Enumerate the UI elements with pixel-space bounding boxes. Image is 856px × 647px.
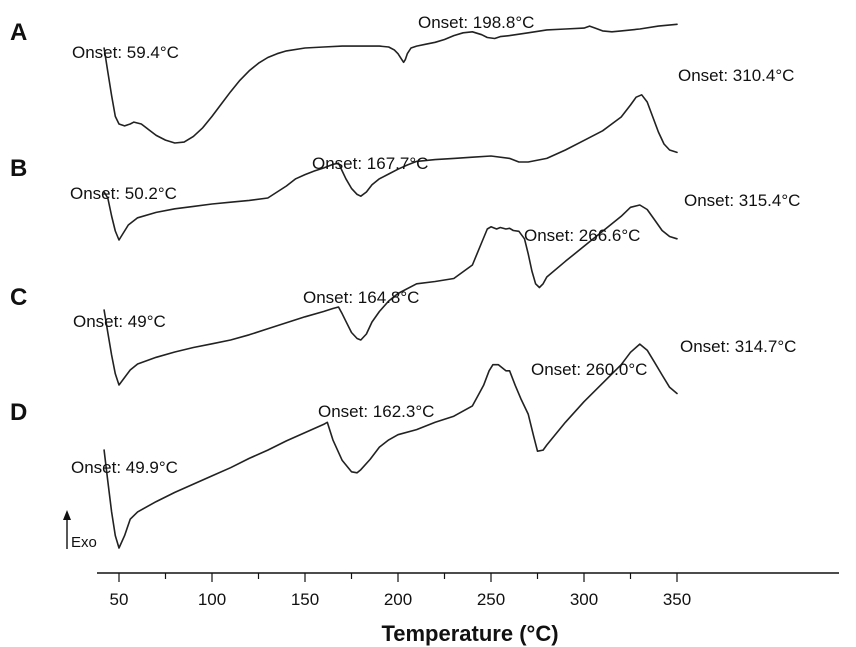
dsc-traces bbox=[103, 23, 678, 549]
onset-annotation: Onset: 49.9°C bbox=[71, 458, 178, 477]
onset-annotation: Onset: 310.4°C bbox=[678, 66, 794, 85]
exo-label: Exo bbox=[71, 534, 97, 551]
series-line-a bbox=[103, 23, 678, 144]
x-axis-title: Temperature (°C) bbox=[381, 621, 558, 646]
series-label-d: D bbox=[10, 399, 27, 426]
x-tick-label: 300 bbox=[570, 590, 598, 609]
onset-annotation: Onset: 260.0°C bbox=[531, 360, 647, 379]
x-tick-label: 100 bbox=[198, 590, 226, 609]
onset-annotation: Onset: 315.4°C bbox=[684, 191, 800, 210]
series-label-b: B bbox=[10, 155, 27, 182]
x-tick-label: 250 bbox=[477, 590, 505, 609]
series-line-d bbox=[103, 343, 678, 549]
x-tick-label: 50 bbox=[110, 590, 129, 609]
onset-annotation: Onset: 50.2°C bbox=[70, 184, 177, 203]
onset-annotation: Onset: 198.8°C bbox=[418, 13, 534, 32]
onset-annotation: Onset: 49°C bbox=[73, 312, 166, 331]
series-line-c bbox=[103, 204, 678, 386]
onset-annotation: Onset: 266.6°C bbox=[524, 226, 640, 245]
onset-annotation: Onset: 59.4°C bbox=[72, 43, 179, 62]
onset-annotation: Onset: 164.8°C bbox=[303, 288, 419, 307]
onset-annotation: Onset: 162.3°C bbox=[318, 402, 434, 421]
onset-annotation: Onset: 167.7°C bbox=[312, 154, 428, 173]
series-label-a: A bbox=[10, 19, 27, 46]
series-line-b bbox=[103, 94, 678, 241]
onset-annotation: Onset: 314.7°C bbox=[680, 337, 796, 356]
x-tick-label: 200 bbox=[384, 590, 412, 609]
x-tick-label: 350 bbox=[663, 590, 691, 609]
x-axis-ticks: 50 100 150 200 250 300 350 bbox=[110, 573, 691, 609]
series-label-c: C bbox=[10, 284, 27, 311]
exo-arrow-icon bbox=[63, 510, 71, 520]
x-tick-label: 150 bbox=[291, 590, 319, 609]
